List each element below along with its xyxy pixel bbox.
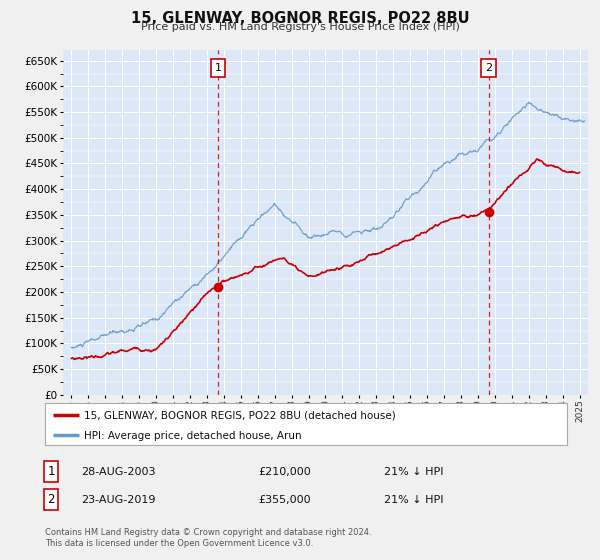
Text: 23-AUG-2019: 23-AUG-2019 xyxy=(81,494,155,505)
Text: 21% ↓ HPI: 21% ↓ HPI xyxy=(384,466,443,477)
Text: 2: 2 xyxy=(485,63,493,73)
Text: Price paid vs. HM Land Registry's House Price Index (HPI): Price paid vs. HM Land Registry's House … xyxy=(140,22,460,32)
Text: 2: 2 xyxy=(47,493,55,506)
Text: HPI: Average price, detached house, Arun: HPI: Average price, detached house, Arun xyxy=(84,431,302,441)
Text: 21% ↓ HPI: 21% ↓ HPI xyxy=(384,494,443,505)
Text: 1: 1 xyxy=(214,63,221,73)
Text: £355,000: £355,000 xyxy=(258,494,311,505)
Text: 1: 1 xyxy=(47,465,55,478)
Text: Contains HM Land Registry data © Crown copyright and database right 2024.
This d: Contains HM Land Registry data © Crown c… xyxy=(45,528,371,548)
Text: 15, GLENWAY, BOGNOR REGIS, PO22 8BU: 15, GLENWAY, BOGNOR REGIS, PO22 8BU xyxy=(131,11,469,26)
Text: 28-AUG-2003: 28-AUG-2003 xyxy=(81,466,155,477)
Text: 15, GLENWAY, BOGNOR REGIS, PO22 8BU (detached house): 15, GLENWAY, BOGNOR REGIS, PO22 8BU (det… xyxy=(84,411,396,421)
Text: £210,000: £210,000 xyxy=(258,466,311,477)
